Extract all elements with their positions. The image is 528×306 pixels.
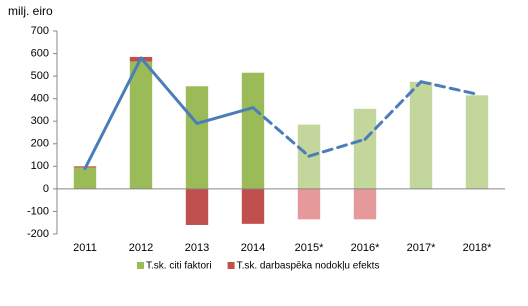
y-tick-label: 700	[31, 25, 49, 37]
x-tick-label: 2016*	[351, 242, 380, 254]
y-tick-label: 100	[31, 160, 49, 172]
y-tick-label: -100	[27, 205, 49, 217]
bar	[129, 61, 153, 189]
y-tick-label: -200	[27, 228, 49, 240]
legend-label: T.sk. citi faktori	[146, 261, 212, 272]
line-segment	[363, 80, 423, 141]
legend-swatch	[137, 262, 144, 269]
bar	[409, 81, 433, 189]
bar	[353, 188, 377, 220]
y-axis-label: milj. eiro	[8, 4, 53, 18]
bar	[185, 188, 209, 225]
x-tick-label: 2018*	[463, 242, 492, 254]
y-tick-label: 600	[31, 47, 49, 59]
x-tick-label: 2013	[185, 242, 209, 254]
y-tick-label: 0	[43, 183, 49, 195]
line-segment	[83, 56, 143, 171]
bar	[241, 188, 265, 224]
line-segment	[139, 56, 199, 125]
bar	[73, 167, 97, 189]
x-tick-label: 2014	[241, 242, 265, 254]
bar	[241, 72, 265, 189]
bar	[185, 86, 209, 189]
line-segment	[307, 137, 367, 158]
y-tick-label: 500	[31, 70, 49, 82]
bar	[353, 108, 377, 189]
x-tick-label: 2017*	[407, 242, 436, 254]
y-tick-label: 200	[31, 138, 49, 150]
line-segment	[195, 106, 255, 125]
y-tick-label: 300	[31, 115, 49, 127]
bar	[465, 95, 489, 189]
bar	[297, 188, 321, 220]
line-segment	[419, 80, 479, 96]
legend-label: T.sk. darbaspēka nodokļu efekts	[237, 261, 380, 272]
line-segment	[251, 106, 311, 158]
x-tick-label: 2011	[73, 242, 97, 254]
x-tick-label: 2015*	[295, 242, 324, 254]
legend-swatch	[227, 262, 235, 269]
x-tick-label: 2012	[129, 242, 153, 254]
y-tick-label: 400	[31, 93, 49, 105]
